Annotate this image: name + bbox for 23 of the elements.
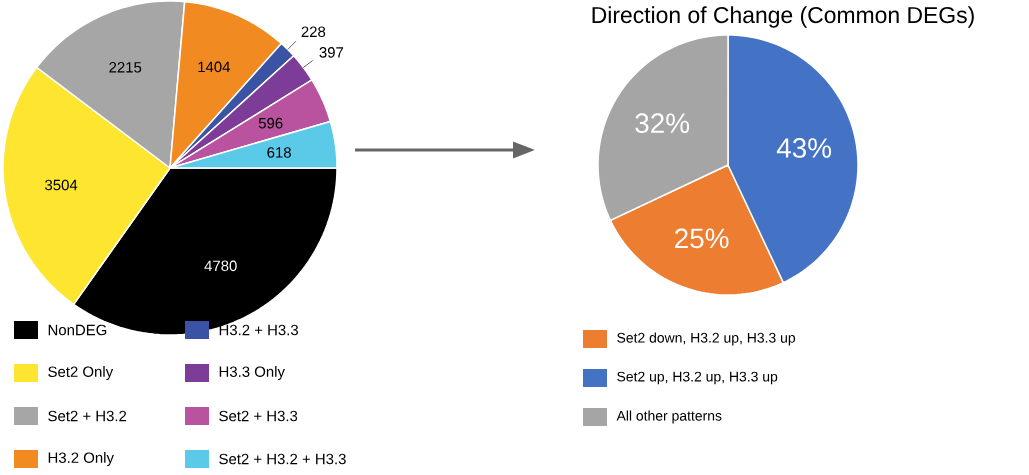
data-label: 43% bbox=[776, 138, 832, 158]
legend-label: Set2 + H3.2 + H3.3 bbox=[219, 453, 346, 465]
legend-label: H3.2 Only bbox=[48, 452, 114, 466]
legend-label: Set2 + H3.3 bbox=[219, 410, 298, 422]
data-label: 397 bbox=[319, 47, 344, 58]
data-label: 2215 bbox=[109, 61, 142, 73]
chart-title: Direction of Change (Common DEGs) bbox=[592, 6, 974, 28]
legend-label: Set2 Only bbox=[48, 366, 114, 380]
legend-label: Set2 up, H3.2 up, H3.3 up bbox=[617, 371, 778, 385]
legend-label: Set2 + H3.2 bbox=[48, 410, 127, 422]
data-label: 1404 bbox=[198, 61, 231, 73]
legend-label: H3.2 + H3.3 bbox=[219, 324, 299, 336]
legend-label: All other patterns bbox=[616, 410, 722, 424]
data-label: 596 bbox=[258, 117, 283, 129]
data-label: 3504 bbox=[45, 179, 78, 191]
legend-label: H3.3 Only bbox=[219, 366, 285, 380]
data-label: 25% bbox=[675, 228, 729, 249]
data-label: 4780 bbox=[204, 260, 237, 272]
data-label: 228 bbox=[301, 26, 326, 38]
data-label: 618 bbox=[267, 147, 291, 158]
legend-label: NonDEG bbox=[48, 324, 107, 336]
data-label: 32% bbox=[635, 113, 690, 134]
legend-label: Set2 down, H3.2 up, H3.3 up bbox=[617, 332, 796, 346]
